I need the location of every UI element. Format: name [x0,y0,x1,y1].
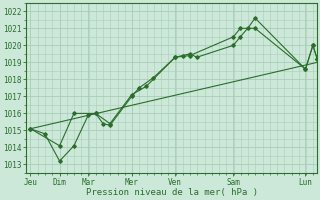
X-axis label: Pression niveau de la mer( hPa ): Pression niveau de la mer( hPa ) [86,188,258,197]
